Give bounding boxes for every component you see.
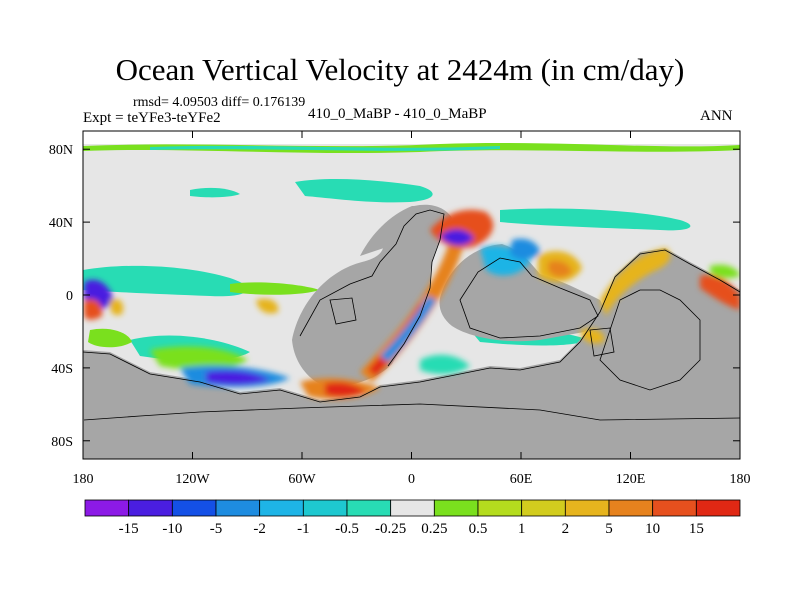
colorbar-labels: -15 -10 -5 -2 -1 -0.5 -0.25 0.25 0.5 1 2 5 10 15 bbox=[119, 521, 704, 537]
colorbar-swatch bbox=[652, 499, 697, 517]
north-pacific-patch bbox=[190, 187, 240, 198]
x-tick-label: 60W bbox=[288, 472, 316, 487]
coastlines bbox=[83, 209, 740, 421]
land-masses bbox=[83, 204, 740, 459]
colorbar-swatch bbox=[259, 499, 304, 517]
x-tick-label: 0 bbox=[408, 472, 415, 487]
case-label: 410_0_MaBP - 410_0_MaBP bbox=[308, 106, 487, 122]
season-label: ANN bbox=[700, 108, 733, 124]
colorbar-swatch bbox=[695, 499, 741, 517]
x-tick-label: 120W bbox=[175, 472, 210, 487]
colorbar-swatch bbox=[171, 499, 217, 517]
colorbar-label: -0.25 bbox=[375, 521, 406, 537]
colorbar-label: 0.25 bbox=[421, 521, 447, 537]
equatorial-pacific-band bbox=[83, 265, 248, 297]
north-band-east bbox=[500, 208, 691, 231]
colorbar-swatch bbox=[128, 499, 173, 517]
x-tick-label: 180 bbox=[730, 472, 751, 487]
y-tick-label: 40S bbox=[51, 362, 73, 377]
colorbar-swatch bbox=[521, 499, 566, 517]
x-tick-label: 60E bbox=[510, 472, 533, 487]
colorbar-label: -0.5 bbox=[335, 521, 359, 537]
colorbar-label: -1 bbox=[297, 521, 310, 537]
colorbar-label: 5 bbox=[605, 521, 613, 537]
colorbar-label: 0.5 bbox=[469, 521, 488, 537]
north-atlantic-band bbox=[295, 179, 433, 203]
arctic-negative-band bbox=[150, 145, 500, 151]
colorbar-label: 2 bbox=[562, 521, 570, 537]
rmsd-diff-label: rmsd= 4.09503 diff= 0.176139 bbox=[133, 95, 306, 110]
velocity-features bbox=[84, 209, 740, 400]
y-tick-label: 40N bbox=[49, 216, 73, 231]
south-pacific-positive bbox=[88, 328, 132, 348]
chart-title: Ocean Vertical Velocity at 2424m (in cm/… bbox=[115, 52, 685, 87]
equatorial-positive-band bbox=[230, 282, 320, 295]
colorbar-label: -10 bbox=[162, 521, 182, 537]
colorbar-label: 15 bbox=[689, 521, 704, 537]
colorbar bbox=[84, 499, 741, 517]
y-tick-label: 80S bbox=[51, 435, 73, 450]
y-tick-labels: 80N 40N 0 40S 80S bbox=[49, 143, 73, 450]
y-tick-label: 80N bbox=[49, 143, 73, 158]
x-tick-labels: 180 120W 60W 0 60E 120E 180 bbox=[73, 472, 751, 487]
colorbar-swatch bbox=[215, 499, 261, 517]
colorbar-swatch bbox=[346, 499, 392, 517]
axis-ticks bbox=[82, 131, 741, 459]
colorbar-swatch bbox=[84, 499, 130, 517]
colorbar-label: 10 bbox=[645, 521, 660, 537]
x-tick-label: 120E bbox=[616, 472, 646, 487]
colorbar-swatch bbox=[608, 499, 654, 517]
colorbar-swatch bbox=[477, 499, 523, 517]
colorbar-label: 1 bbox=[518, 521, 526, 537]
colorbar-label: -15 bbox=[119, 521, 139, 537]
colorbar-swatch bbox=[433, 499, 479, 517]
colorbar-label: -5 bbox=[210, 521, 223, 537]
experiment-label: Expt = teYFe3-teYFe2 bbox=[83, 110, 221, 126]
colorbar-swatch bbox=[564, 499, 610, 517]
colorbar-swatch bbox=[390, 499, 435, 517]
colorbar-swatch bbox=[302, 499, 348, 517]
colorbar-label: -2 bbox=[253, 521, 266, 537]
x-tick-label: 180 bbox=[73, 472, 94, 487]
y-tick-label: 0 bbox=[66, 289, 73, 304]
